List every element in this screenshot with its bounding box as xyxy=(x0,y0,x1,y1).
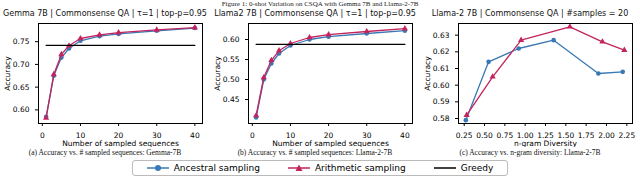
svg-text:0.55: 0.55 xyxy=(223,55,240,64)
html-text:Arithmetic sampling: Arithmetic sampling xyxy=(314,163,406,173)
svg-text:20: 20 xyxy=(113,130,124,140)
svg-text:0.50: 0.50 xyxy=(476,131,493,140)
html-text:Greedy: Greedy xyxy=(460,163,494,173)
svg-text:0.60: 0.60 xyxy=(13,105,30,114)
svg-text:2.00: 2.00 xyxy=(598,131,615,140)
html-text:(c) Accuracy vs. n-gram divers: (c) Accuracy vs. n-gram diversity: Llama… xyxy=(459,148,601,157)
svg-text:0.25: 0.25 xyxy=(456,131,473,140)
svg-text:0.63: 0.63 xyxy=(433,31,450,40)
svg-text:0.62: 0.62 xyxy=(433,47,450,56)
svg-text:0.45: 0.45 xyxy=(223,95,240,104)
svg-text:40: 40 xyxy=(190,131,200,140)
svg-text:0.58: 0.58 xyxy=(433,114,450,123)
html-text:Figure 1: 0-shot Variation on: Figure 1: 0-shot Variation on CSQA with … xyxy=(221,0,419,8)
svg-text:0.65: 0.65 xyxy=(13,83,30,92)
svg-text:0: 0 xyxy=(40,131,45,140)
svg-text:1.75: 1.75 xyxy=(578,131,595,140)
svg-text:0.61: 0.61 xyxy=(433,64,450,73)
svg-text:30: 30 xyxy=(152,130,162,140)
html-text:(b) Accuracy vs. # sampled seq: (b) Accuracy vs. # sampled sequences: Ll… xyxy=(237,148,393,157)
svg-text:0: 0 xyxy=(250,131,255,140)
svg-text:Accuracy: Accuracy xyxy=(213,56,222,91)
html-text:Ancestral sampling: Ancestral sampling xyxy=(173,163,260,173)
html-text:Llama2 7B | Commonsense QA | τ: Llama2 7B | Commonsense QA | τ=1 | top-p… xyxy=(214,9,416,18)
svg-text:0.50: 0.50 xyxy=(223,75,240,84)
svg-text:40: 40 xyxy=(400,131,410,140)
svg-text:0.75: 0.75 xyxy=(496,131,513,140)
html-text:(a) Accuracy vs. # sampled seq: (a) Accuracy vs. # sampled sequences: Ge… xyxy=(28,148,182,157)
svg-text:30: 30 xyxy=(362,130,372,140)
svg-text:0.60: 0.60 xyxy=(223,35,240,44)
svg-text:2.25: 2.25 xyxy=(618,131,635,140)
svg-text:Accuracy: Accuracy xyxy=(3,56,12,91)
svg-text:10: 10 xyxy=(75,130,86,140)
html-text:Llama-2 7B | Commonsense QA |: Llama-2 7B | Commonsense QA | #samples =… xyxy=(431,9,629,18)
svg-text:0.70: 0.70 xyxy=(13,60,30,69)
svg-text:Number of sampled sequences: Number of sampled sequences xyxy=(272,139,389,148)
svg-text:20: 20 xyxy=(323,130,334,140)
svg-text:10: 10 xyxy=(285,130,296,140)
svg-text:0.75: 0.75 xyxy=(13,37,30,46)
svg-text:0.60: 0.60 xyxy=(433,81,450,90)
svg-text:Number of sampled sequences: Number of sampled sequences xyxy=(62,139,179,148)
svg-text:0.59: 0.59 xyxy=(433,97,450,106)
html-text:1.00 1.25 1.50: 1.00 1.25 1.50 xyxy=(516,130,575,140)
svg-text:Accuracy: Accuracy xyxy=(423,56,432,91)
html-text:Gemma 7B | Commonsense QA | τ=: Gemma 7B | Commonsense QA | τ=1 | top-p=… xyxy=(3,9,207,18)
svg-text:n-gram Diversity: n-gram Diversity xyxy=(514,139,578,148)
